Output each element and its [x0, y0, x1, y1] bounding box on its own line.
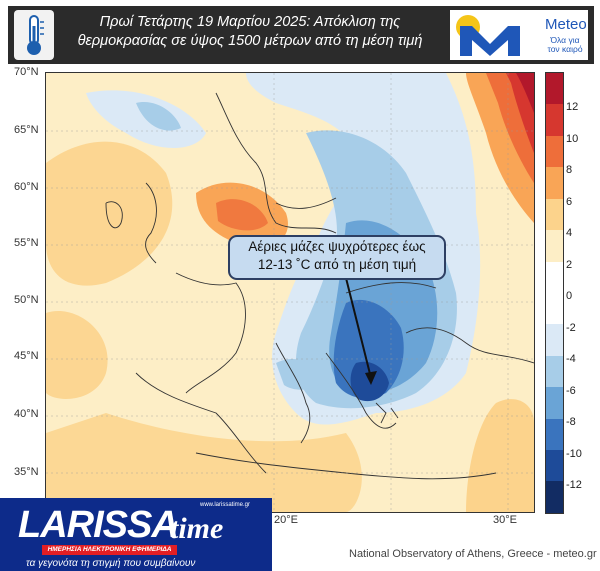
scale-label-minus-10: -10 [566, 448, 582, 460]
scale-label-minus-2: -2 [566, 322, 576, 334]
lat-label-65: 65°N [14, 124, 39, 136]
scale-label-8: 8 [566, 164, 573, 176]
larissatime-subtitle: ΗΜΕΡΗΣΙΑ ΗΛΕΚΤΡΟΝΙΚΗ ΕΦΗΜΕΡΙΔΑ [42, 545, 177, 555]
meteo-logo-name: Meteo [545, 16, 587, 33]
color-scale-segment [546, 135, 563, 168]
map-title-line-2: θερμοκρασίας σε ύψος 1500 μέτρων από τη … [77, 33, 423, 49]
scale-label-6: 6 [566, 196, 573, 208]
lat-label-40: 40°N [14, 408, 39, 420]
header-banner: Πρωί Τετάρτης 19 Μαρτίου 2025: Απόκλιση … [8, 6, 594, 64]
lat-label-70: 70°N [14, 66, 39, 78]
scale-label-minus-12: -12 [566, 479, 582, 491]
lat-label-55: 55°N [14, 237, 39, 249]
annotation-line-1: Αέριες μάζες ψυχρότερες έως [248, 239, 426, 254]
color-scale-segment [546, 198, 563, 231]
scale-label-12: 12 [566, 101, 579, 113]
color-scale-segment [546, 481, 563, 513]
scale-label-0: 0 [566, 290, 573, 302]
source-credit: National Observatory of Athens, Greece -… [349, 548, 597, 560]
scale-label-10: 10 [566, 133, 579, 145]
anomaly-map-canvas [46, 73, 534, 512]
lon-label-20e: 20°E [274, 514, 298, 526]
color-scale-segment [546, 104, 563, 136]
color-scale-segment [546, 261, 563, 293]
color-scale-segment [546, 418, 563, 451]
scale-label-4: 4 [566, 227, 573, 239]
anomaly-map [45, 72, 535, 513]
color-scale-bar [545, 72, 564, 514]
color-scale-segment [546, 355, 563, 388]
larissatime-brand-left: LARISSA [18, 504, 179, 546]
scale-label-minus-6: -6 [566, 385, 576, 397]
lat-label-50: 50°N [14, 294, 39, 306]
color-scale-segment [546, 73, 563, 105]
larissatime-tagline: τα γεγονότα τη στιγμή που συμβαίνουν [26, 558, 196, 569]
meteo-logo-slogan: Όλα για τον καιρό [547, 35, 583, 54]
color-scale-segment [546, 292, 563, 325]
color-scale-segment [546, 324, 563, 356]
map-title-line-1: Πρωί Τετάρτης 19 Μαρτίου 2025: Απόκλιση … [99, 14, 401, 30]
scale-label-minus-8: -8 [566, 416, 576, 428]
color-scale-segment [546, 167, 563, 199]
thermometer-icon [14, 10, 54, 60]
color-scale-segment [546, 450, 563, 482]
color-scale-segment [546, 387, 563, 419]
lat-label-45: 45°N [14, 350, 39, 362]
scale-label-minus-4: -4 [566, 353, 576, 365]
color-scale-segment [546, 230, 563, 262]
meteo-logo[interactable]: Meteo Όλα για τον καιρό [450, 10, 588, 60]
larissatime-brand-right: time [170, 512, 224, 545]
map-title: Πρωί Τετάρτης 19 Μαρτίου 2025: Απόκλιση … [60, 13, 440, 51]
meteo-logo-mark [456, 15, 520, 56]
lon-label-30e: 30°E [493, 514, 517, 526]
lat-label-35: 35°N [14, 466, 39, 478]
scale-label-2: 2 [566, 259, 573, 271]
lat-label-60: 60°N [14, 181, 39, 193]
cold-air-annotation: Αέριες μάζες ψυχρότερες έως 12-13 ˚C από… [228, 235, 446, 280]
larissatime-watermark[interactable]: LARISSA time www.larissatime.gr ΗΜΕΡΗΣΙΑ… [0, 498, 272, 571]
larissatime-url: www.larissatime.gr [200, 502, 251, 508]
annotation-line-2: 12-13 ˚C από τη μέση τιμή [257, 257, 417, 272]
